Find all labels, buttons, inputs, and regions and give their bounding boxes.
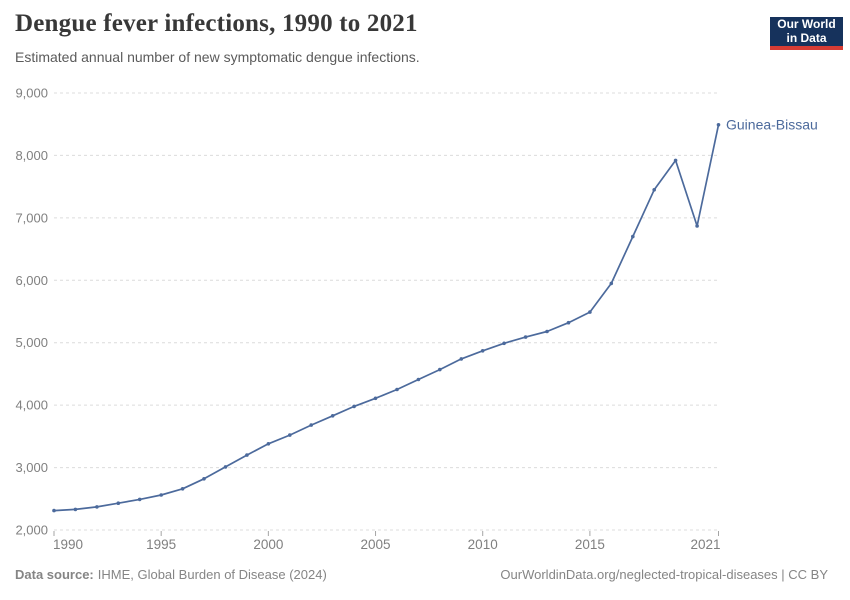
y-axis-label: 9,000 [15, 86, 48, 101]
data-point [309, 423, 314, 427]
data-point [373, 396, 378, 401]
data-point [631, 234, 635, 239]
data-point [137, 497, 142, 502]
owid-logo-line2: in Data [786, 30, 827, 45]
line-chart: 2,000 3,000 4,000 5,000 6,000 7,000 8,000 9,000… [15, 86, 818, 553]
data-point [459, 357, 464, 361]
y-axis-label: 6,000 [15, 273, 48, 288]
x-axis-label: 1990 [53, 537, 83, 552]
y-axis-label: 5,000 [15, 335, 48, 350]
page-title: Dengue fever infections, 1990 to 2021 [15, 10, 418, 37]
chart-footer: Data source: IHME, Global Burden of Disea… [15, 567, 828, 582]
data-point [502, 341, 506, 346]
data-point [673, 158, 678, 163]
owid-logo[interactable]: Our World in Data [770, 17, 843, 50]
data-point [116, 501, 121, 506]
chart-subtitle: Estimated annual number of new symptomat… [15, 49, 420, 65]
owid-logo-line1: Our World [777, 16, 836, 31]
data-point [266, 442, 271, 446]
y-axis-label: 3,000 [15, 460, 48, 475]
x-axis-label: 1995 [146, 537, 176, 552]
x-axis-label: 2015 [575, 537, 605, 552]
data-point [223, 465, 228, 469]
credit-line: OurWorldinData.org/neglected-tropical-di… [500, 567, 828, 582]
data-point [609, 281, 614, 286]
series-line-guinea-bissau[interactable] [53, 123, 720, 512]
data-point [652, 188, 656, 192]
data-point [159, 493, 163, 497]
y-axis-label: 4,000 [15, 398, 48, 413]
data-point [330, 414, 335, 418]
x-axis-label: 2000 [253, 537, 283, 552]
data-point [695, 224, 699, 228]
x-axis-label: 2010 [468, 537, 498, 552]
data-source-label: Data source: [15, 567, 94, 582]
license-badge: CC BY [788, 567, 828, 582]
data-point [545, 329, 549, 334]
data-point [245, 453, 249, 457]
data-point [395, 387, 399, 392]
data-point [52, 508, 56, 513]
data-point [566, 320, 571, 325]
data-point [588, 310, 592, 314]
series-label[interactable]: Guinea-Bissau [726, 116, 818, 132]
x-axis-label: 2005 [361, 537, 391, 552]
x-axis-label: 2021 [690, 537, 720, 552]
data-point [438, 367, 442, 372]
data-point [416, 377, 421, 382]
y-axis-label: 2,000 [15, 523, 48, 538]
data-point [352, 404, 356, 409]
data-point [716, 123, 721, 127]
owid-url-link[interactable]: OurWorldinData.org/neglected-tropical-di… [500, 567, 778, 582]
data-point [73, 507, 78, 512]
credit-separator: | [777, 567, 789, 582]
data-point [180, 487, 185, 491]
data-point [202, 477, 206, 481]
data-point [523, 335, 528, 339]
y-axis-label: 7,000 [15, 210, 48, 225]
data-point [288, 433, 292, 437]
data-source: Data source: IHME, Global Burden of Disea… [15, 567, 327, 582]
y-axis-label: 8,000 [15, 148, 48, 163]
data-point [95, 505, 99, 509]
data-point [480, 349, 485, 353]
data-source-text: IHME, Global Burden of Disease (2024) [97, 567, 327, 582]
